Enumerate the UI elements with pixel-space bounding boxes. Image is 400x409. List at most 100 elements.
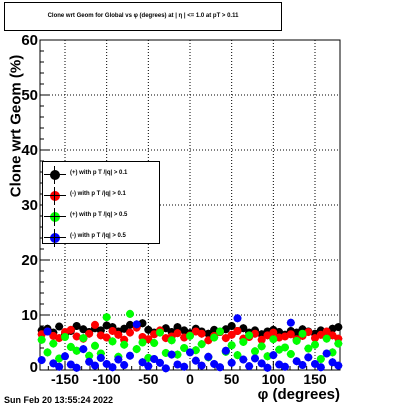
data-point <box>292 357 301 366</box>
data-point <box>114 355 123 364</box>
data-point <box>61 333 69 341</box>
x-tick-label: -50 <box>138 371 158 387</box>
data-point <box>144 335 153 344</box>
data-point <box>233 326 242 335</box>
data-point <box>221 334 230 343</box>
data-point <box>311 334 319 343</box>
data-point <box>91 320 99 329</box>
legend-entry: (-) with p T /|q| > 0.1 <box>43 186 159 206</box>
data-point <box>239 355 248 364</box>
data-point <box>334 323 343 332</box>
data-point <box>197 361 206 370</box>
data-point <box>167 336 176 345</box>
x-tick-label: -150 <box>51 371 79 387</box>
data-point <box>49 339 58 348</box>
data-point <box>281 343 289 352</box>
data-point <box>210 333 219 342</box>
y-tick-label: 60 <box>21 32 38 49</box>
data-point <box>37 356 46 365</box>
data-point <box>108 337 117 346</box>
data-point <box>138 338 147 347</box>
data-point <box>257 335 266 344</box>
data-point <box>216 327 224 336</box>
data-point <box>173 329 182 338</box>
data-point <box>173 360 182 369</box>
legend-entry: (+) with p T /|q| > 0.1 <box>43 165 159 185</box>
data-point <box>328 358 337 367</box>
legend-entry: (-) with p T /|q| > 0.5 <box>43 228 159 248</box>
data-point <box>85 329 94 338</box>
data-point <box>334 361 343 370</box>
data-point <box>197 329 206 338</box>
data-point <box>108 326 117 335</box>
data-point <box>221 346 230 355</box>
data-point <box>156 328 164 337</box>
data-point <box>204 352 213 361</box>
data-point <box>173 350 182 359</box>
data-point <box>281 362 289 371</box>
y-tick-label: 40 <box>21 142 38 159</box>
legend: (+) with p T /|q| > 0.1 (-) with p T /|q… <box>42 161 160 247</box>
data-point <box>304 353 313 362</box>
chart-title-box: Clone wrt Geom for Global vs φ (degrees)… <box>4 2 282 31</box>
y-tick-label: 30 <box>21 197 38 214</box>
data-point <box>126 320 134 329</box>
data-point <box>227 330 236 339</box>
data-point <box>126 309 134 318</box>
legend-marker-black <box>44 166 66 184</box>
data-point <box>55 322 64 331</box>
data-point <box>286 330 295 339</box>
y-tick-label: 10 <box>21 307 38 324</box>
chart-title: Clone wrt Geom for Global vs φ (degrees)… <box>47 13 239 19</box>
y-tick-label: 0 <box>30 359 38 376</box>
data-point <box>186 331 194 340</box>
data-point <box>328 331 337 340</box>
legend-label: (+) with p T /|q| > 0.1 <box>70 170 128 176</box>
data-point <box>245 362 254 371</box>
x-tick-label: 0 <box>186 371 194 387</box>
data-point <box>180 344 189 352</box>
data-point <box>227 322 236 330</box>
legend-marker-red <box>44 187 66 205</box>
data-point <box>251 347 259 356</box>
data-point <box>138 358 147 367</box>
data-point <box>210 359 219 368</box>
data-point <box>66 342 75 351</box>
legend-label: (+) with p T /|q| > 0.5 <box>70 212 128 218</box>
data-point <box>120 324 129 333</box>
data-point <box>102 333 111 342</box>
x-tick-label: 100 <box>262 371 286 387</box>
data-point <box>322 327 331 336</box>
data-point <box>114 330 123 339</box>
data-point <box>233 314 242 323</box>
data-point <box>102 313 111 322</box>
x-tick-label: -100 <box>93 371 121 387</box>
data-point <box>79 334 88 343</box>
data-point <box>61 352 69 361</box>
data-point <box>144 362 153 371</box>
data-point <box>37 335 46 344</box>
data-point <box>120 361 129 370</box>
data-point <box>96 353 105 362</box>
data-point <box>150 339 159 348</box>
data-point <box>72 363 81 372</box>
legend-marker-blue <box>44 229 66 247</box>
x-tick-label: 150 <box>303 371 327 387</box>
y-tick-label: 20 <box>21 252 38 269</box>
data-point <box>269 335 278 344</box>
data-point <box>85 351 94 360</box>
data-point <box>304 344 313 353</box>
data-point <box>298 361 307 370</box>
data-point <box>161 364 170 373</box>
data-point <box>239 337 248 346</box>
data-point <box>311 359 319 368</box>
legend-label: (-) with p T /|q| > 0.5 <box>70 233 126 239</box>
data-point <box>216 363 224 372</box>
data-point <box>102 359 111 368</box>
data-point <box>298 329 307 338</box>
timestamp-footer: Sun Feb 20 13:55:24 2022 <box>4 395 114 405</box>
data-point <box>167 350 176 359</box>
data-point <box>120 340 129 349</box>
data-point <box>72 322 81 330</box>
data-point <box>263 363 272 372</box>
